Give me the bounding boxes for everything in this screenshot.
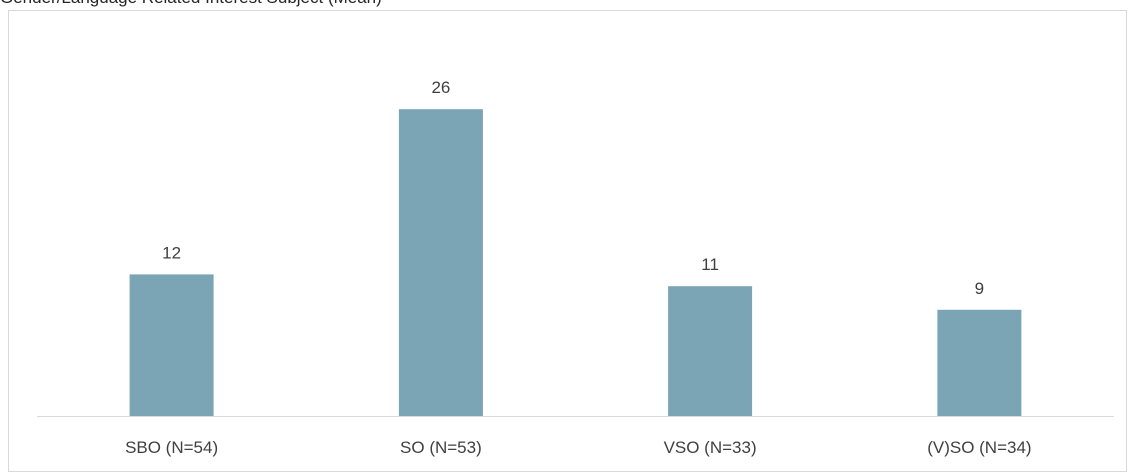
chart-title: Gender/Language Related Interest Subject…: [0, 0, 382, 8]
bar: [668, 286, 753, 416]
data-label: 11: [701, 255, 719, 274]
data-label: 26: [431, 78, 450, 97]
data-label: 12: [162, 243, 181, 262]
bar: [398, 109, 483, 416]
bar: [937, 309, 1022, 416]
data-labels-layer: 12 26 11 9: [162, 78, 984, 298]
x-tick-label: VSO (N=33): [664, 438, 757, 457]
bars-layer: [129, 109, 1022, 416]
x-tick-label: (V)SO (N=34): [927, 438, 1031, 457]
x-tick-label: SO (N=53): [400, 438, 482, 457]
x-tick-labels-layer: SBO (N=54) SO (N=53) VSO (N=33) (V)SO (N=34…: [125, 438, 1032, 457]
x-tick-label: SBO (N=54): [125, 438, 218, 457]
data-label: 9: [975, 279, 984, 298]
bar: [129, 274, 214, 416]
